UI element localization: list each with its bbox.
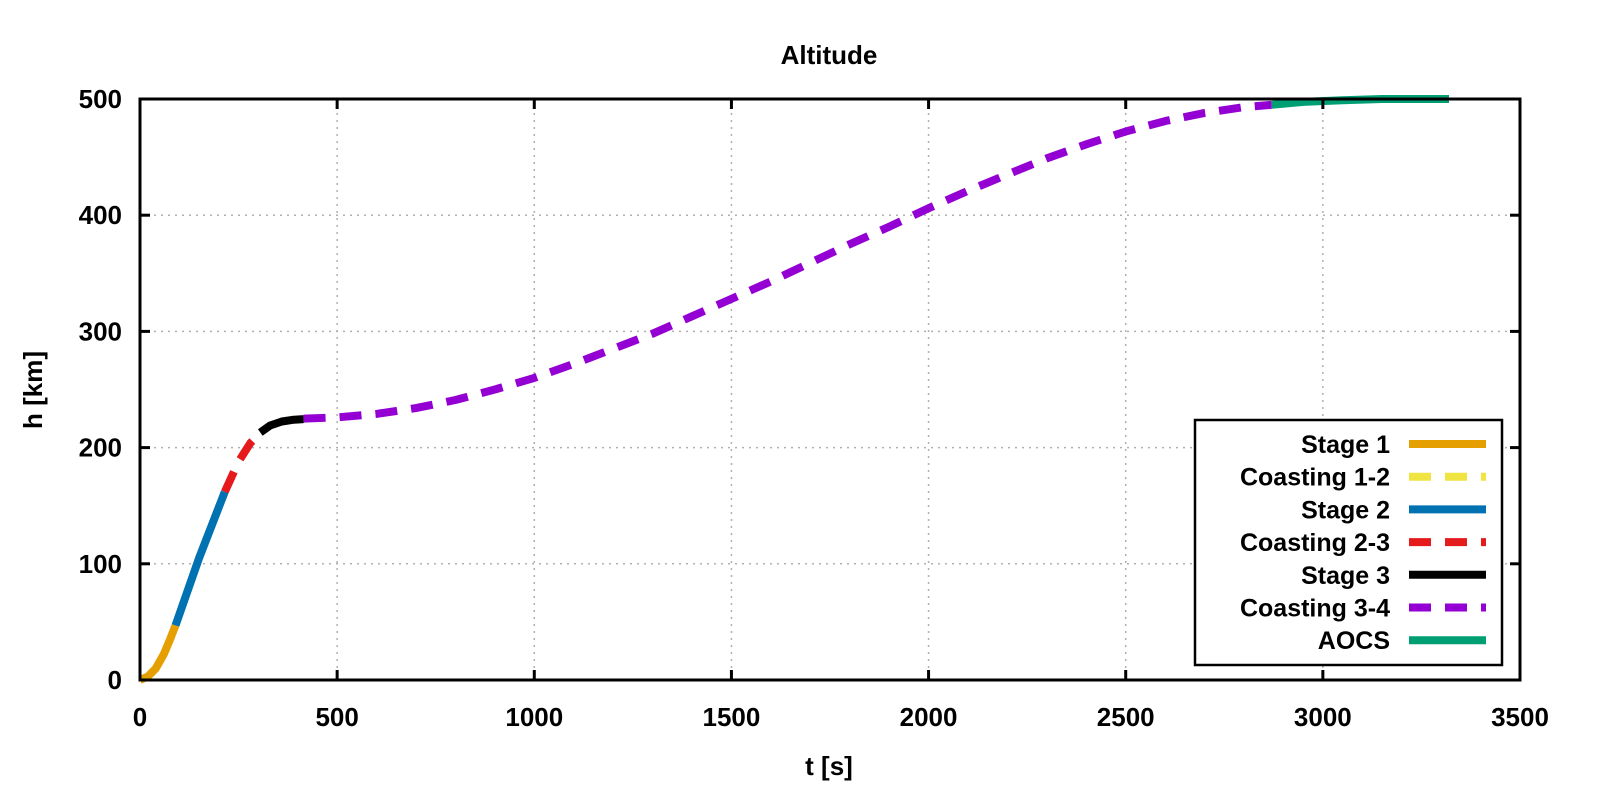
plot-frame bbox=[138, 97, 1522, 682]
chart-title: Altitude bbox=[781, 40, 878, 70]
x-tick-label: 3000 bbox=[1294, 702, 1352, 732]
y-tick-label: 400 bbox=[79, 200, 122, 230]
x-tick-label: 2000 bbox=[900, 702, 958, 732]
y-tick-label: 100 bbox=[79, 549, 122, 579]
axis-ticks: 0 500 1000 1500 2000 2500 3000 3500 0 100 200 300 40… bbox=[79, 84, 1549, 732]
x-tick-label: 0 bbox=[133, 702, 147, 732]
x-tick-label: 2500 bbox=[1097, 702, 1155, 732]
legend-label-stage-3: Stage 3 bbox=[1301, 562, 1390, 590]
y-axis-label: h [km] bbox=[18, 351, 48, 429]
y-tick-label: 500 bbox=[79, 84, 122, 114]
legend-label-coasting-1-2: Coasting 1-2 bbox=[1240, 464, 1390, 492]
y-tick-label: 0 bbox=[108, 665, 122, 695]
series-line-stage-3 bbox=[257, 415, 304, 436]
y-tick-label: 200 bbox=[79, 433, 122, 463]
series-line-coasting-2-3 bbox=[221, 429, 264, 494]
legend-label-coasting-3-4: Coasting 3-4 bbox=[1240, 595, 1390, 623]
x-tick-label: 3500 bbox=[1491, 702, 1549, 732]
legend-label-stage-2: Stage 2 bbox=[1301, 496, 1390, 524]
x-tick-label: 500 bbox=[315, 702, 358, 732]
series-line-stage-2 bbox=[171, 490, 229, 627]
legend-label-aocs: AOCS bbox=[1318, 627, 1390, 655]
series-line-stage-1 bbox=[138, 623, 180, 684]
legend-label-coasting-2-3: Coasting 2-3 bbox=[1240, 529, 1390, 557]
x-axis-label: t [s] bbox=[805, 751, 853, 781]
y-tick-label: 300 bbox=[79, 316, 122, 346]
x-tick-label: 1500 bbox=[703, 702, 761, 732]
series-line-coasting-3-4 bbox=[303, 100, 1272, 423]
x-tick-label: 1000 bbox=[505, 702, 563, 732]
legend-label-stage-1: Stage 1 bbox=[1301, 431, 1390, 459]
legend: Stage 1 Coasting 1-2 Stage 2 Coasting 2-3 St… bbox=[1193, 418, 1504, 667]
